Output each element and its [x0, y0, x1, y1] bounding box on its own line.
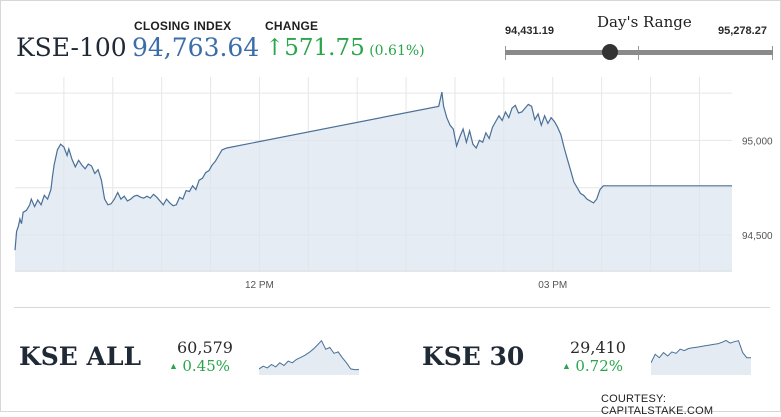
closing-index-label: CLOSING INDEX: [134, 19, 232, 33]
closing-index-value: 94,763.64: [132, 33, 260, 62]
kse-30-sparkline: [651, 339, 751, 375]
days-range-title: Day's Range: [597, 13, 692, 31]
change-label: CHANGE: [265, 19, 319, 33]
up-triangle-icon: ▲: [562, 361, 571, 371]
y-tick-label: 94,500: [742, 231, 773, 242]
divider: [14, 307, 770, 308]
kse-30-value: 29,410: [570, 338, 626, 357]
change-block: ↑571.75 (0.61%): [265, 35, 425, 61]
courtesy-link[interactable]: COURTESY: CAPITALSTAKE.COM: [601, 393, 714, 417]
kse-all-sparkline: [259, 339, 359, 375]
kse-all-value: 60,579: [177, 338, 233, 357]
days-range-low: 94,431.19: [505, 25, 554, 37]
ticker-name: KSE-100: [16, 33, 127, 62]
kse-30-title: KSE 30: [422, 342, 525, 371]
sparkline-line: [259, 339, 359, 371]
x-tick-label: 03 PM: [538, 280, 567, 291]
up-arrow-icon: ↑: [265, 35, 285, 61]
sparkline-area: [259, 340, 359, 375]
days-range-slider: [505, 41, 773, 63]
range-knob: [601, 44, 618, 60]
sparkline-area: [651, 340, 751, 375]
change-value: 571.75: [284, 35, 365, 61]
price-area: [15, 92, 732, 271]
change-percent: (0.61%): [369, 43, 425, 59]
x-tick-label: 12 PM: [245, 280, 274, 291]
sparkline-line: [651, 339, 751, 364]
kse-30-change-percent: 0.72%: [575, 357, 624, 375]
kse-all-title: KSE ALL: [19, 342, 142, 371]
days-range-high: 95,278.27: [718, 25, 767, 37]
kse-all-change-percent: 0.45%: [182, 357, 231, 375]
range-track: [505, 50, 773, 55]
price-line: [14, 91, 732, 251]
intraday-chart: 95,000 94,500 12 PM 03 PM: [14, 77, 773, 291]
kse-all-change: ▲ 0.45%: [169, 357, 230, 376]
kse-30-change: ▲ 0.72%: [562, 357, 623, 376]
up-triangle-icon: ▲: [169, 361, 178, 371]
y-tick-label: 95,000: [742, 136, 773, 147]
